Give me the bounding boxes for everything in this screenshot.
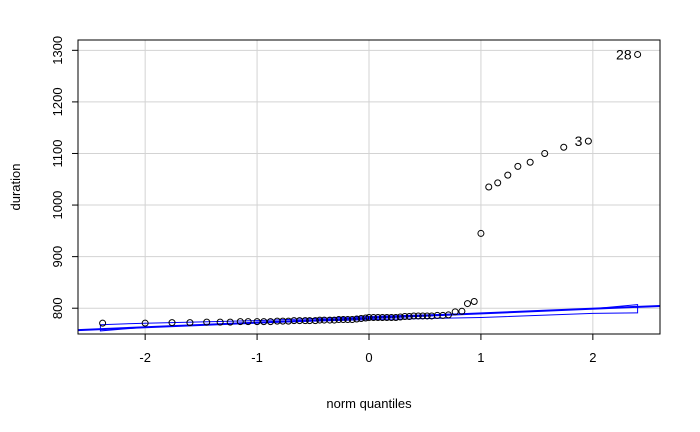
data-point bbox=[186, 319, 194, 327]
data-point bbox=[444, 311, 452, 319]
data-point bbox=[401, 312, 409, 320]
data-point bbox=[260, 318, 268, 326]
data-point bbox=[392, 313, 400, 321]
data-point bbox=[203, 318, 211, 326]
y-tick-label: 1300 bbox=[50, 36, 65, 65]
y-axis-label: duration bbox=[8, 164, 23, 211]
data-point bbox=[316, 316, 324, 324]
data-point bbox=[387, 313, 395, 321]
y-tick-label: 800 bbox=[50, 297, 65, 319]
data-point bbox=[419, 312, 427, 320]
x-tick-label: 2 bbox=[589, 350, 596, 365]
data-point bbox=[378, 313, 386, 321]
grid-lines bbox=[78, 40, 660, 334]
data-point bbox=[414, 312, 422, 320]
data-point bbox=[365, 313, 373, 321]
x-tick-label: -1 bbox=[251, 350, 263, 365]
y-tick-label: 900 bbox=[50, 246, 65, 268]
y-tick-label: 1100 bbox=[50, 139, 65, 167]
data-point bbox=[253, 318, 261, 326]
data-point bbox=[168, 319, 176, 327]
data-point bbox=[526, 158, 534, 166]
data-point bbox=[458, 307, 466, 315]
x-tick-label: -2 bbox=[139, 350, 151, 365]
x-tick-label: 0 bbox=[365, 350, 372, 365]
data-point bbox=[369, 313, 377, 321]
data-point bbox=[216, 318, 224, 326]
data-point bbox=[451, 308, 459, 316]
point-annotations: 28 3 bbox=[575, 46, 632, 149]
data-point bbox=[357, 315, 365, 323]
data-point bbox=[477, 229, 485, 237]
data-point bbox=[353, 315, 361, 323]
data-point bbox=[99, 319, 107, 327]
data-point bbox=[383, 313, 391, 321]
data-point bbox=[423, 312, 431, 320]
point-annotation: 3 bbox=[575, 133, 583, 149]
x-axis-label: norm quantiles bbox=[326, 396, 412, 411]
y-tick-label: 1000 bbox=[50, 191, 65, 220]
data-point bbox=[344, 316, 352, 324]
point-annotation: 28 bbox=[616, 46, 632, 62]
data-point bbox=[301, 317, 309, 325]
data-point bbox=[410, 312, 418, 320]
data-point bbox=[514, 162, 522, 170]
data-point bbox=[405, 312, 413, 320]
data-point bbox=[494, 179, 502, 187]
data-point bbox=[330, 316, 338, 324]
y-tick-label: 1200 bbox=[50, 87, 65, 116]
data-point bbox=[244, 318, 252, 326]
data-point bbox=[485, 183, 493, 191]
data-point bbox=[396, 313, 404, 321]
data-point bbox=[374, 313, 382, 321]
data-point bbox=[141, 319, 149, 327]
data-point bbox=[236, 318, 244, 326]
data-point bbox=[541, 149, 549, 157]
data-point bbox=[362, 314, 370, 322]
data-point bbox=[326, 316, 334, 324]
data-point bbox=[348, 316, 356, 324]
y-axis: 800 900 1000 1100 1200 1300 bbox=[50, 36, 78, 319]
data-point bbox=[504, 171, 512, 179]
data-point bbox=[267, 318, 275, 326]
data-point bbox=[339, 316, 347, 324]
data-point bbox=[584, 137, 592, 145]
data-point bbox=[634, 50, 642, 58]
data-points bbox=[99, 50, 642, 327]
data-point bbox=[226, 318, 234, 326]
x-tick-label: 1 bbox=[477, 350, 484, 365]
data-point bbox=[470, 298, 478, 306]
data-point bbox=[311, 317, 319, 325]
data-point bbox=[560, 143, 568, 151]
data-point bbox=[335, 316, 343, 324]
data-point bbox=[463, 300, 471, 308]
x-axis: -2 -1 0 1 2 bbox=[139, 334, 596, 365]
